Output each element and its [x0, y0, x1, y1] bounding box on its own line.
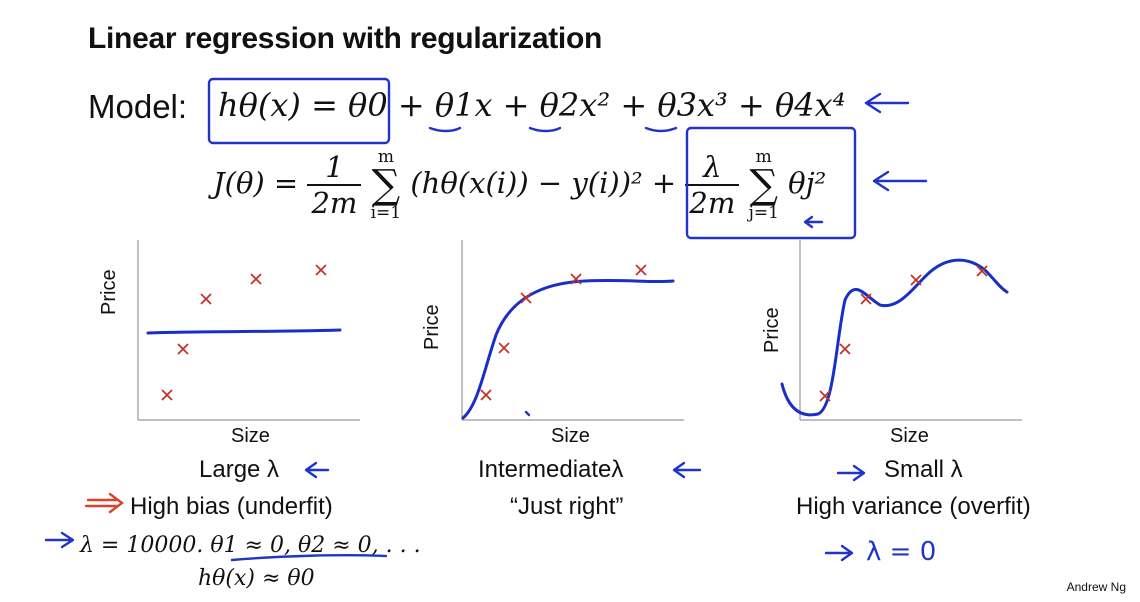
plot-3-data-point [839, 343, 851, 355]
sum-2-body: θj² [788, 166, 827, 200]
intermediate-lambda-arrow-icon [672, 461, 702, 479]
author-credit: Andrew Ng [1066, 580, 1126, 594]
cost-lhs: J(θ) = [213, 166, 299, 200]
data-crosses [161, 264, 988, 402]
theta-approx-underline [230, 554, 388, 562]
plot-1-data-point [177, 343, 189, 355]
plot-1-data-point [250, 273, 262, 285]
plot-3-caption-2: High variance (overfit) [796, 493, 1031, 520]
sum-1: m ∑ i=1 [371, 148, 402, 222]
cost-function-equation: J(θ) = 1 2m m ∑ i=1 (hθ(x(i)) − y(i))² +… [213, 148, 826, 222]
sum-2-top: m [755, 147, 772, 167]
cost-fraction-2-den: 2m [685, 184, 740, 220]
cost-fraction-2-num: λ [703, 150, 722, 184]
plot-3-data-point [910, 274, 922, 286]
regularization-term-box [685, 126, 857, 240]
plot-3-data-point [976, 265, 988, 277]
sum-1-top: m [377, 147, 394, 167]
sigma-2-icon: ∑ [749, 162, 779, 208]
sigma-1-icon: ∑ [371, 162, 401, 208]
theta1-underline [428, 126, 462, 133]
lambda-zero-arrow-icon [824, 544, 854, 562]
sum-1-bottom: i=1 [370, 203, 402, 223]
plot-2-caption-2: “Just right” [510, 493, 624, 520]
plot-3-caption-1: Small λ [884, 456, 963, 483]
plot-2-data-point [635, 264, 647, 276]
plot-2-caption-1: Intermediateλ [478, 456, 624, 483]
model-label: Model: [88, 88, 188, 125]
lambda-value-arrow-icon [44, 531, 75, 549]
cost-arrow-icon [872, 170, 928, 192]
sum-2-bottom: j=1 [748, 203, 779, 223]
sum-2: m ∑ j=1 [749, 148, 779, 222]
cost-fraction-1: 1 2m [307, 150, 362, 220]
plot-1-axes [137, 240, 360, 421]
small-lambda-arrow-icon [836, 464, 866, 482]
plot-1-fit-curve [146, 328, 342, 335]
plot-3-axes [799, 240, 1022, 421]
j1-arrow-icon [803, 215, 824, 229]
plot-1-data-point [200, 293, 212, 305]
plot-3-xlabel: Size [890, 425, 929, 447]
plot-3-data-point [860, 293, 872, 305]
large-lambda-arrow-icon [304, 461, 330, 479]
slide-title: Linear regression with regularization [88, 22, 603, 55]
plot-3-fit-curve [780, 258, 1009, 417]
plot-1-data-point [161, 389, 173, 401]
small-lambda-note: λ = 0 [866, 537, 937, 567]
plot-2-data-point [520, 292, 532, 304]
plot-1-caption-2: High bias (underfit) [130, 493, 333, 520]
theta3-underline [644, 126, 678, 133]
cost-fraction-1-den: 2m [307, 184, 362, 220]
high-bias-arrow-icon [84, 492, 124, 514]
cost-fraction-2: λ 2m [685, 150, 740, 220]
model-arrow-icon [864, 92, 910, 114]
sum-1-body: (hθ(x(i)) − y(i))² + [410, 166, 677, 200]
plot-2-xlabel: Size [551, 425, 590, 447]
plot-3-data-point [819, 390, 831, 402]
theta0-box [207, 77, 391, 145]
plot-2-data-point [570, 273, 582, 285]
plot-1-data-point [315, 264, 327, 276]
lambda-value-note: λ = 10000. θ1 ≈ 0, θ2 ≈ 0, . . . [80, 533, 421, 558]
h-approx-note: hθ(x) ≈ θ0 [198, 566, 315, 591]
plot-2-data-point [480, 389, 492, 401]
plot-1-xlabel: Size [231, 425, 270, 447]
ink-dot [524, 410, 531, 417]
plot-1-caption-1: Large λ [199, 456, 280, 483]
theta2-underline [528, 126, 562, 133]
plot-2-fit-curve [461, 278, 675, 420]
hypothesis-equation: hθ(x) = θ0 + θ1x + θ2x² + θ3x³ + θ4x⁴ [218, 86, 846, 124]
plot-2-data-point [498, 342, 510, 354]
plot-2-axes [461, 240, 684, 421]
cost-fraction-1-num: 1 [325, 150, 344, 184]
